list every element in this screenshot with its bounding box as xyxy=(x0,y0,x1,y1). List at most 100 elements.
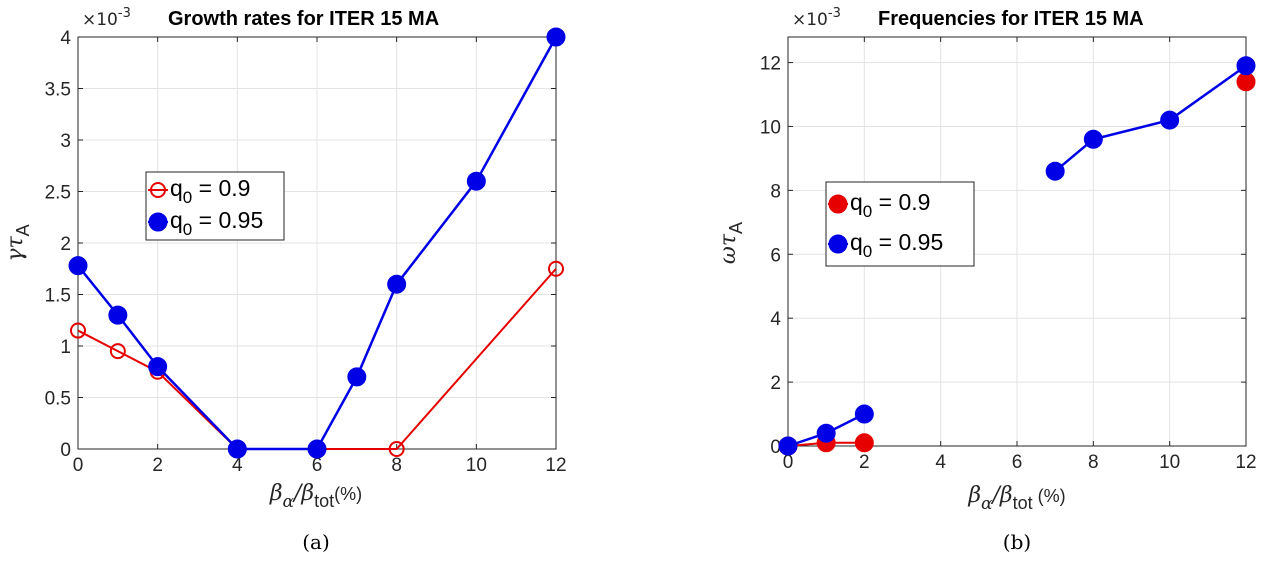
legend-label: q0 = 0.95 xyxy=(170,207,263,239)
data-point xyxy=(1160,110,1180,130)
legend-label-value: = 0.9 xyxy=(872,189,930,215)
series-q0-0.95 xyxy=(68,27,566,459)
x-tick-label: 8 xyxy=(1088,452,1099,473)
legend-label-main: q xyxy=(850,189,863,215)
y-tick-label: 4 xyxy=(60,28,71,49)
y-tick-label: 3 xyxy=(60,131,71,152)
data-point xyxy=(347,367,367,387)
y-axis-label-main: γτ xyxy=(3,236,28,262)
data-point xyxy=(109,343,126,360)
chart-title: Frequencies for ITER 15 MA xyxy=(878,8,1144,30)
y-tick-label: 8 xyxy=(770,181,781,202)
legend-entry: q0 = 0.9 xyxy=(148,175,250,207)
legend-label-sub: 0 xyxy=(183,220,192,239)
legend-label: q0 = 0.9 xyxy=(850,189,930,221)
axis-exponent: ×10-3 xyxy=(82,6,131,30)
axis-exponent: ×10-3 xyxy=(792,6,841,30)
data-point xyxy=(816,423,836,443)
x-tick-label: 4 xyxy=(935,452,946,473)
data-point xyxy=(854,433,874,453)
legend-marker xyxy=(828,194,848,214)
data-point xyxy=(466,171,486,191)
x-axis-label-sub-alpha: α xyxy=(981,494,993,514)
legend: q0 = 0.9q0 = 0.95 xyxy=(825,181,975,267)
legend-entry: q0 = 0.9 xyxy=(828,189,930,221)
x-tick-label: 6 xyxy=(1012,452,1023,473)
x-axis-label: βα/βtot (%) xyxy=(967,483,1065,514)
legend-label: q0 = 0.95 xyxy=(850,229,943,261)
x-tick-label: 10 xyxy=(1159,452,1180,473)
x-axis-label-sub-tot: tot xyxy=(314,491,334,511)
x-axis-label-beta: β xyxy=(269,481,283,506)
chart-panel-a: 0 2 4 6 8 10 12 0 0.5 1 1.5 2 2.5 3 3.5 4 ×10-3 Growth ra… xyxy=(3,6,567,554)
legend-label-value: = 0.95 xyxy=(872,229,943,255)
figure-caption: (b) xyxy=(1003,530,1031,554)
data-point xyxy=(854,404,874,424)
data-point xyxy=(1236,72,1256,92)
data-point xyxy=(387,274,407,294)
legend-label-main: q xyxy=(170,207,183,233)
y-axis-label: ωτA xyxy=(716,222,746,264)
y-tick-label: 3.5 xyxy=(45,80,71,101)
x-tick-label: 2 xyxy=(152,455,163,476)
data-point xyxy=(388,441,405,457)
axis-exponent-power: -3 xyxy=(828,6,841,21)
x-tick-label: 4 xyxy=(232,455,243,476)
data-point xyxy=(1083,129,1103,149)
legend-label-main: q xyxy=(170,175,183,201)
data-point xyxy=(1236,56,1256,76)
legend: q0 = 0.9q0 = 0.95 xyxy=(145,171,285,241)
data-point xyxy=(1045,161,1065,181)
x-tick-label: 2 xyxy=(859,452,870,473)
x-tick-label: 0 xyxy=(783,452,794,473)
y-axis-label: γτA xyxy=(3,224,33,261)
x-tick-label: 0 xyxy=(73,455,84,476)
data-point xyxy=(70,322,86,339)
legend-marker xyxy=(148,212,168,232)
y-tick-label: 10 xyxy=(760,117,781,138)
x-tick-label: 10 xyxy=(466,455,487,476)
legend-marker xyxy=(150,182,166,198)
axis-exponent-power: -3 xyxy=(118,6,131,21)
y-tick-label: 2 xyxy=(770,373,781,394)
y-tick-label: 0 xyxy=(60,440,71,461)
legend-box xyxy=(145,171,285,241)
chart-title: Growth rates for ITER 15 MA xyxy=(168,8,439,30)
legend-label-sub: 0 xyxy=(863,202,872,221)
x-tick-label: 12 xyxy=(1235,452,1256,473)
y-tick-label: 6 xyxy=(770,245,781,266)
x-axis-label-slash-beta: /β xyxy=(292,481,314,506)
x-tick-label: 8 xyxy=(391,455,402,476)
y-axis-label-sub: A xyxy=(13,224,33,236)
y-axis-label-sub: A xyxy=(726,222,746,234)
legend-marker xyxy=(828,234,848,254)
legend-label-sub: 0 xyxy=(183,188,192,207)
data-point xyxy=(108,305,128,325)
legend-entry: q0 = 0.95 xyxy=(828,229,943,261)
y-tick-label: 4 xyxy=(770,309,781,330)
x-axis-label-beta: β xyxy=(967,483,981,508)
legend-label-value: = 0.95 xyxy=(192,207,263,233)
data-point xyxy=(148,357,168,377)
legend-label-main: q xyxy=(850,229,863,255)
series-line xyxy=(1054,64,1247,173)
x-axis-label-unit: (%) xyxy=(1033,486,1066,506)
y-tick-label: 0.5 xyxy=(45,389,71,410)
x-tick-label: 6 xyxy=(312,455,323,476)
data-point xyxy=(546,27,566,47)
y-tick-label: 0 xyxy=(770,437,781,458)
y-axis-label-main: ωτ xyxy=(716,233,741,264)
axis-exponent-base: ×10 xyxy=(792,10,828,30)
data-point xyxy=(307,439,327,459)
data-point xyxy=(778,436,798,456)
legend-label: q0 = 0.9 xyxy=(170,175,250,207)
y-tick-label: 1.5 xyxy=(45,286,71,307)
data-point xyxy=(227,439,247,459)
series-q0-0.95 xyxy=(778,56,1256,456)
x-axis-label-sub-alpha: α xyxy=(283,492,295,512)
x-axis-label-unit: (%) xyxy=(334,484,362,504)
x-tick-label: 12 xyxy=(545,455,566,476)
data-point xyxy=(548,260,564,277)
legend-label-sub: 0 xyxy=(863,242,872,261)
figure-caption: (a) xyxy=(302,530,330,554)
